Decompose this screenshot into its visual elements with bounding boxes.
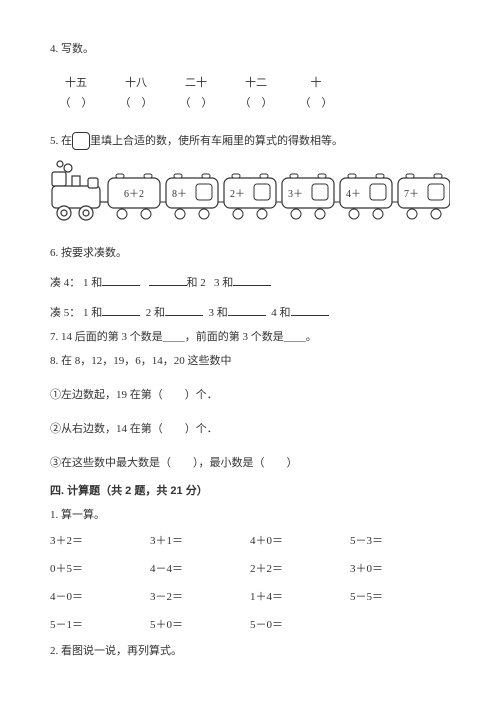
calc-cell: 3＋0＝ xyxy=(350,560,450,576)
q6-l2-a: 1 和 xyxy=(83,307,102,319)
q6-l2-d: 4 和 xyxy=(271,307,290,319)
q5-suffix: 里填上合适的数，使所有车厢里的算式的得数相等。 xyxy=(90,135,343,147)
q4-cn-2: 二十 xyxy=(170,74,222,90)
calc-cell: 5＋0＝ xyxy=(150,616,250,632)
calc-cell: 3－2＝ xyxy=(150,588,250,604)
q6-l1-a: 1 和 xyxy=(83,277,102,289)
q6-l2-b: 2 和 xyxy=(146,307,165,319)
q6-l1-c: 3 和 xyxy=(214,277,233,289)
calc-grid: 3＋2＝ 3＋1＝ 4＋0＝ 5－3＝ 0＋5＝ 4－4＝ 2＋2＝ 3＋0＝ … xyxy=(50,532,450,632)
q5-prefix: 5. 在 xyxy=(50,135,72,147)
q4-paren-4: （ ） xyxy=(290,94,342,110)
q4-paren-1: （ ） xyxy=(110,94,162,110)
q4-cn-1: 十八 xyxy=(110,74,162,90)
calc-cell: 3＋2＝ xyxy=(50,532,150,548)
train-svg: 6＋2 8＋ 2＋ 3＋ 4＋ 7＋ xyxy=(50,158,450,228)
blank xyxy=(233,275,271,286)
section4-title: 四. 计算题（共 2 题，共 21 分） xyxy=(50,482,450,498)
q8-line3: ③在这些数中最大数是（ ），最小数是（ ） xyxy=(50,454,450,470)
q4-cn-0: 十五 xyxy=(50,74,102,90)
calc-cell xyxy=(350,616,450,632)
q6-l2-c: 3 和 xyxy=(209,307,228,319)
blank xyxy=(228,305,266,316)
calc-cell: 5－1＝ xyxy=(50,616,150,632)
q4-paren-2: （ ） xyxy=(170,94,222,110)
q4-paren-0: （ ） xyxy=(50,94,102,110)
q4-cn-4: 十 xyxy=(290,74,342,90)
blank xyxy=(102,275,140,286)
q6-l2-label: 凑 5： xyxy=(50,307,80,319)
svg-text:2＋: 2＋ xyxy=(230,189,245,200)
svg-text:8＋: 8＋ xyxy=(172,189,187,200)
q6-title: 6. 按要求凑数。 xyxy=(50,244,450,260)
q4-numbers: 十五 （ ） 十八 （ ） 二十 （ ） 十二 （ ） 十 （ ） xyxy=(50,74,450,110)
s4-q2-title: 2. 看图说一说，再列算式。 xyxy=(50,642,450,658)
q4-col-3: 十二 （ ） xyxy=(230,74,282,110)
calc-cell: 4－4＝ xyxy=(150,560,250,576)
q4-col-2: 二十 （ ） xyxy=(170,74,222,110)
blank xyxy=(149,275,187,286)
calc-cell: 5－3＝ xyxy=(350,532,450,548)
calc-cell: 4＋0＝ xyxy=(250,532,350,548)
svg-text:6＋2: 6＋2 xyxy=(124,189,144,200)
s4-q1-title: 1. 算一算。 xyxy=(50,506,450,522)
q6-line1: 凑 4： 1 和 和 2 3 和 xyxy=(50,274,450,290)
blank xyxy=(102,305,140,316)
q4-col-4: 十 （ ） xyxy=(290,74,342,110)
svg-text:3＋: 3＋ xyxy=(288,189,303,200)
q6-line2: 凑 5： 1 和 2 和 3 和 4 和 xyxy=(50,304,450,320)
train-figure: 6＋2 8＋ 2＋ 3＋ 4＋ 7＋ xyxy=(50,158,450,228)
q8-line2: ②从右边数，14 在第（ ）个． xyxy=(50,420,450,436)
q5-title: 5. 在 里填上合适的数，使所有车厢里的算式的得数相等。 xyxy=(50,132,450,150)
calc-cell: 3＋1＝ xyxy=(150,532,250,548)
q4-cn-3: 十二 xyxy=(230,74,282,90)
calc-cell: 2＋2＝ xyxy=(250,560,350,576)
q4-title: 4. 写数。 xyxy=(50,40,450,56)
q6-l1-b: 和 2 xyxy=(187,277,206,289)
q4-col-1: 十八 （ ） xyxy=(110,74,162,110)
svg-text:4＋: 4＋ xyxy=(346,189,361,200)
q7-text: 7. 14 后面的第 3 个数是____，前面的第 3 个数是____。 xyxy=(50,328,450,344)
calc-cell: 0＋5＝ xyxy=(50,560,150,576)
calc-cell: 4－0＝ xyxy=(50,588,150,604)
q4-paren-3: （ ） xyxy=(230,94,282,110)
calc-cell: 1＋4＝ xyxy=(250,588,350,604)
calc-cell: 5－5＝ xyxy=(350,588,450,604)
q4-col-0: 十五 （ ） xyxy=(50,74,102,110)
q8-title: 8. 在 8，12，19，6，14，20 这些数中 xyxy=(50,352,450,368)
q6-l1-label: 凑 4： xyxy=(50,277,80,289)
blank xyxy=(165,305,203,316)
q5-inline-box-icon xyxy=(72,132,90,150)
svg-text:7＋: 7＋ xyxy=(404,189,419,200)
blank xyxy=(291,305,329,316)
calc-cell: 5－0＝ xyxy=(250,616,350,632)
q8-line1: ①左边数起，19 在第（ ）个． xyxy=(50,386,450,402)
